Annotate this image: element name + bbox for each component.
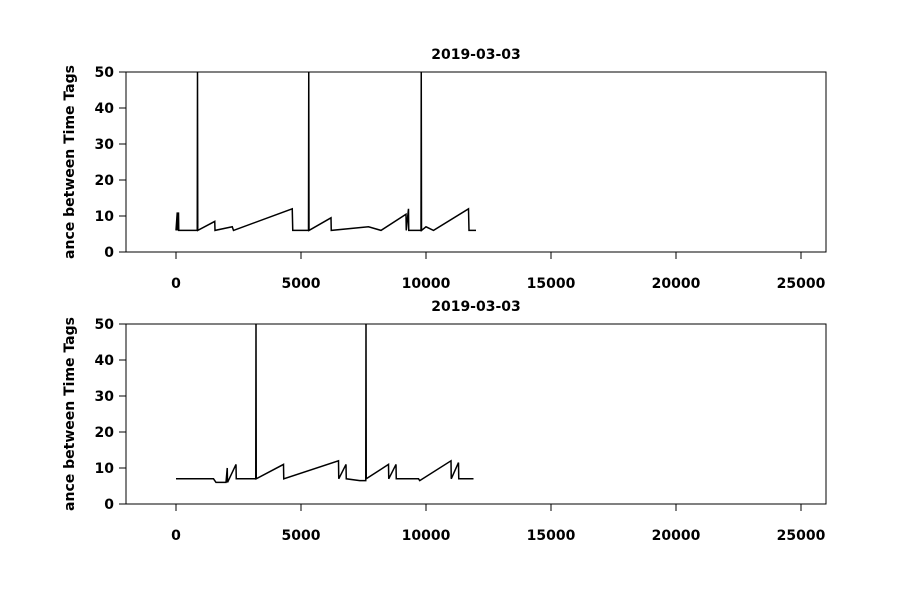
x-tick-label: 25000 [777, 276, 826, 292]
x-tick-label: 25000 [777, 528, 826, 544]
y-tick-label: 40 [95, 101, 115, 117]
x-tick-label: 20000 [652, 276, 701, 292]
y-tick-label: 50 [95, 65, 115, 81]
plot-frame [125, 323, 827, 505]
y-tick-label: 0 [104, 245, 114, 261]
x-tick-label: 0 [171, 276, 181, 292]
y-tick-label: 30 [95, 389, 115, 405]
y-tick-label: 10 [95, 209, 115, 225]
x-tick-label: 5000 [282, 528, 321, 544]
y-tick-label: 40 [95, 353, 115, 369]
y-axis-label: ance between Time Tags [62, 65, 78, 259]
y-tick-label: 20 [95, 173, 115, 189]
plot-frame [125, 71, 827, 253]
x-tick-label: 20000 [652, 528, 701, 544]
x-tick-label: 5000 [282, 276, 321, 292]
y-tick-label: 10 [95, 461, 115, 477]
x-tick-label: 10000 [402, 528, 451, 544]
chart-title: 2019-03-03 [431, 47, 521, 63]
data-line [175, 71, 476, 232]
x-tick-label: 15000 [527, 276, 576, 292]
y-tick-label: 0 [104, 497, 114, 513]
x-tick-label: 15000 [527, 528, 576, 544]
y-axis-label: ance between Time Tags [62, 317, 78, 511]
y-tick-label: 20 [95, 425, 115, 441]
y-tick-label: 50 [95, 317, 115, 333]
x-tick-label: 10000 [402, 276, 451, 292]
y-tick-label: 30 [95, 137, 115, 153]
x-tick-label: 0 [171, 528, 181, 544]
data-line [176, 323, 474, 484]
chart-title: 2019-03-03 [431, 299, 521, 315]
